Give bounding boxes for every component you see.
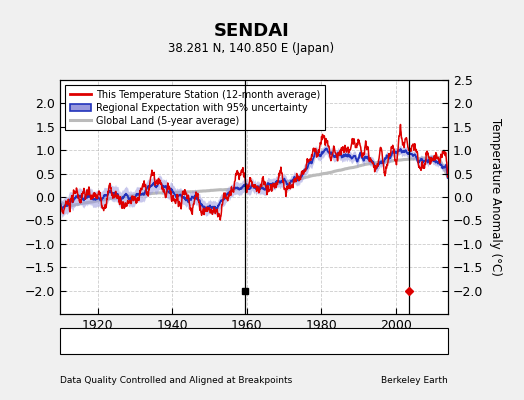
Text: SENDAI: SENDAI bbox=[214, 22, 289, 40]
Y-axis label: Temperature Anomaly (°C): Temperature Anomaly (°C) bbox=[489, 118, 502, 276]
Text: 38.281 N, 140.850 E (Japan): 38.281 N, 140.850 E (Japan) bbox=[168, 42, 335, 55]
Text: Data Quality Controlled and Aligned at Breakpoints: Data Quality Controlled and Aligned at B… bbox=[60, 376, 292, 385]
Text: Berkeley Earth: Berkeley Earth bbox=[381, 376, 448, 385]
Text: ▲ Record Gap: ▲ Record Gap bbox=[160, 336, 222, 346]
Text: ▼ Time of Obs. Change: ▼ Time of Obs. Change bbox=[257, 336, 361, 346]
Legend: This Temperature Station (12-month average), Regional Expectation with 95% uncer: This Temperature Station (12-month avera… bbox=[65, 85, 325, 130]
Text: ■ Empirical Break: ■ Empirical Break bbox=[354, 336, 436, 346]
Text: ◆ Station Move: ◆ Station Move bbox=[63, 336, 132, 346]
